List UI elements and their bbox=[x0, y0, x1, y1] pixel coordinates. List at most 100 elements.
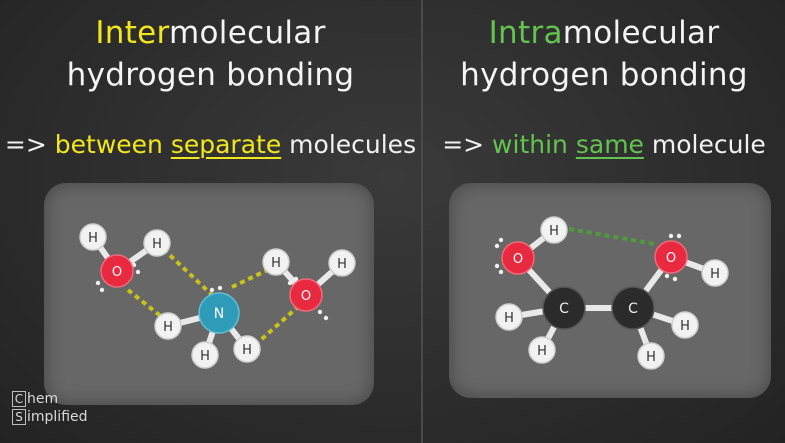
logo-letter-box: S bbox=[12, 409, 26, 425]
lone-pair-dot bbox=[494, 263, 500, 269]
hydrogen-atom-sphere bbox=[79, 223, 107, 251]
hydrogen-atom-sphere bbox=[154, 312, 182, 340]
lone-pair-dot bbox=[287, 280, 293, 286]
hydrogen-atom: H bbox=[191, 341, 219, 369]
atom-label: H bbox=[504, 311, 514, 326]
right-hydrogen-bonds bbox=[568, 227, 656, 246]
lone-pair-dot bbox=[676, 233, 682, 239]
lone-pair-dot bbox=[498, 269, 504, 275]
logo-letter-box: C bbox=[12, 391, 26, 407]
left-title-rest: molecular bbox=[169, 15, 326, 51]
atom-label: C bbox=[559, 301, 569, 317]
carbon-atom: C bbox=[542, 286, 586, 330]
nitrogen-atom-sphere bbox=[198, 292, 240, 334]
right-lone-pairs bbox=[494, 233, 682, 282]
hbond-line bbox=[568, 227, 656, 246]
right-sub-pre: within bbox=[492, 130, 568, 159]
hydrogen-atom-sphere bbox=[233, 335, 261, 363]
hydrogen-atom: H bbox=[233, 335, 261, 363]
atom-label: H bbox=[549, 224, 559, 239]
atom-label: N bbox=[214, 306, 224, 322]
atom-label: H bbox=[163, 320, 173, 335]
lone-pair-dot bbox=[323, 315, 329, 321]
lone-pair-dot bbox=[317, 309, 323, 315]
atom-label: O bbox=[513, 252, 523, 267]
right-title-rest: molecular bbox=[562, 15, 720, 51]
right-title-highlight: Intra bbox=[488, 15, 563, 51]
lone-pair-dot bbox=[209, 287, 215, 293]
oxygen-atom-sphere bbox=[289, 278, 323, 312]
left-sub-emph: separate bbox=[170, 130, 282, 159]
oxygen-atom-sphere bbox=[501, 241, 535, 275]
intramolecular-panel: Intramolecular hydrogen bonding => withi… bbox=[423, 0, 785, 443]
atom-label: O bbox=[301, 289, 311, 304]
nitrogen-atom: N bbox=[198, 292, 240, 334]
carbon-atom-sphere bbox=[542, 286, 586, 330]
right-atoms: H O O H C C H bbox=[495, 216, 729, 370]
left-sub-pre: between bbox=[54, 130, 163, 159]
hydrogen-atom: H bbox=[143, 229, 171, 257]
atom-label: H bbox=[271, 256, 281, 271]
hydrogen-atom: H bbox=[671, 311, 699, 339]
oxygen-atom-sphere bbox=[100, 254, 134, 288]
hydrogen-atom: H bbox=[154, 312, 182, 340]
atom-label: O bbox=[112, 265, 122, 280]
oxygen-atom: O bbox=[654, 240, 688, 274]
right-subtitle: => within same molecule bbox=[423, 129, 785, 161]
left-title-line1: Intermolecular bbox=[0, 14, 421, 52]
hydrogen-atom-sphere bbox=[637, 342, 665, 370]
left-title-highlight: Inter bbox=[95, 15, 170, 51]
right-sub-post: molecule bbox=[651, 130, 766, 159]
right-title-line1: Intramolecular bbox=[423, 14, 785, 52]
hydrogen-atom: H bbox=[528, 336, 556, 364]
lone-pair-dot bbox=[668, 233, 674, 239]
atom-label: O bbox=[666, 251, 676, 266]
lone-pair-dot bbox=[293, 276, 299, 282]
hydrogen-atom-sphere bbox=[328, 249, 356, 277]
hydrogen-atom: H bbox=[637, 342, 665, 370]
carbon-atom-sphere bbox=[611, 286, 655, 330]
atom-label: H bbox=[242, 343, 252, 358]
lone-pair-dot bbox=[498, 237, 504, 243]
hydrogen-atom-sphere bbox=[143, 229, 171, 257]
lone-pair-dot bbox=[95, 280, 101, 286]
hydrogen-atom: H bbox=[79, 223, 107, 251]
hydrogen-atom-sphere bbox=[262, 248, 290, 276]
hydrogen-atom: H bbox=[540, 216, 568, 244]
left-arrow: => bbox=[4, 130, 47, 159]
left-lone-pairs bbox=[95, 262, 329, 321]
left-atoms: H H O H N H H bbox=[79, 223, 356, 369]
oxygen-atom: O bbox=[501, 241, 535, 275]
panel-divider bbox=[421, 0, 423, 443]
lone-pair-dot bbox=[217, 285, 223, 291]
atom-label: H bbox=[710, 267, 720, 282]
right-arrow: => bbox=[442, 130, 485, 159]
hydrogen-atom-sphere bbox=[528, 336, 556, 364]
hydrogen-atom-sphere bbox=[540, 216, 568, 244]
intramolecular-diagram: H O O H C C H bbox=[494, 216, 729, 370]
atom-label: C bbox=[628, 301, 638, 317]
left-subtitle: => between separate molecules bbox=[0, 129, 421, 161]
oxygen-atom: O bbox=[100, 254, 134, 288]
atom-label: H bbox=[200, 349, 210, 364]
oxygen-atom: O bbox=[289, 278, 323, 312]
atom-label: H bbox=[88, 231, 98, 246]
lone-pair-dot bbox=[494, 243, 500, 249]
atom-label: H bbox=[337, 257, 347, 272]
intermolecular-diagram: H H O H N H H bbox=[79, 223, 356, 369]
lone-pair-dot bbox=[672, 276, 678, 282]
left-title-line2: hydrogen bonding bbox=[66, 57, 355, 93]
logo-word: hem bbox=[27, 391, 59, 407]
hbond-line bbox=[253, 303, 302, 347]
right-sub-emph: same bbox=[575, 130, 644, 159]
hydrogen-atom-sphere bbox=[701, 259, 729, 287]
left-sub-post: molecules bbox=[289, 130, 417, 159]
lone-pair-dot bbox=[135, 269, 141, 275]
atom-label: H bbox=[537, 344, 547, 359]
atom-label: H bbox=[152, 237, 162, 252]
lone-pair-dot bbox=[99, 287, 105, 293]
right-molecule-box bbox=[449, 183, 771, 398]
